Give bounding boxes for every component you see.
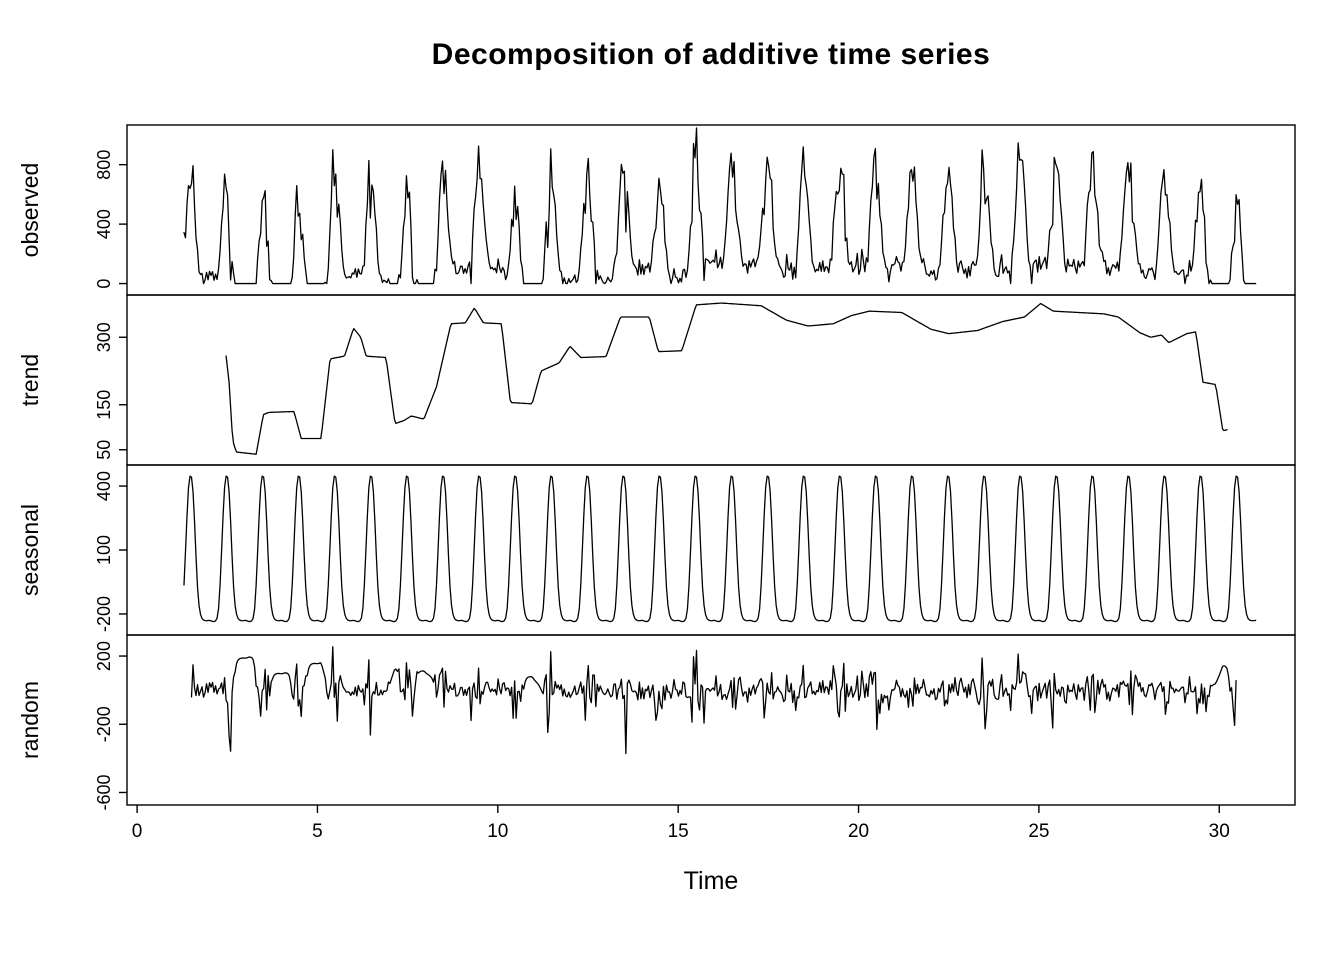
trend-series — [225, 302, 1228, 455]
panel-label-seasonal: seasonal — [17, 504, 43, 596]
x-tick-label: 30 — [1209, 821, 1230, 842]
y-tick-label: 300 — [94, 322, 114, 352]
seasonal-series — [183, 475, 1257, 623]
random-series — [190, 646, 1237, 755]
y-tick-label: -600 — [94, 774, 114, 810]
panel-border-trend — [126, 294, 1296, 466]
x-tick-label: 5 — [312, 821, 323, 842]
y-tick-label: 200 — [94, 641, 114, 671]
y-tick-label: 800 — [94, 150, 114, 180]
panel-label-random: random — [17, 681, 43, 759]
y-tick-label: 50 — [94, 440, 114, 460]
y-tick-label: 400 — [94, 209, 114, 239]
panel-label-trend: trend — [17, 354, 43, 406]
x-tick-label: 0 — [132, 821, 143, 842]
y-tick-label: 150 — [94, 390, 114, 420]
panel-border-random — [126, 634, 1296, 806]
y-tick-label: 0 — [94, 279, 114, 289]
y-tick-label: 100 — [94, 535, 114, 565]
panel-border-observed — [126, 124, 1296, 296]
observed-series — [183, 127, 1257, 285]
y-tick-label: 400 — [94, 471, 114, 501]
plot-svg: 0400800observed50150300trend-200100400se… — [17, 124, 1296, 895]
panel-label-observed: observed — [17, 163, 43, 258]
x-tick-label: 15 — [668, 821, 689, 842]
x-axis-title: Time — [684, 867, 739, 895]
x-tick-label: 10 — [487, 821, 508, 842]
y-tick-label: -200 — [94, 706, 114, 742]
chart-title: Decomposition of additive time series — [431, 38, 991, 71]
x-tick-label: 20 — [848, 821, 869, 842]
x-tick-label: 25 — [1028, 821, 1049, 842]
y-tick-label: -200 — [94, 596, 114, 632]
